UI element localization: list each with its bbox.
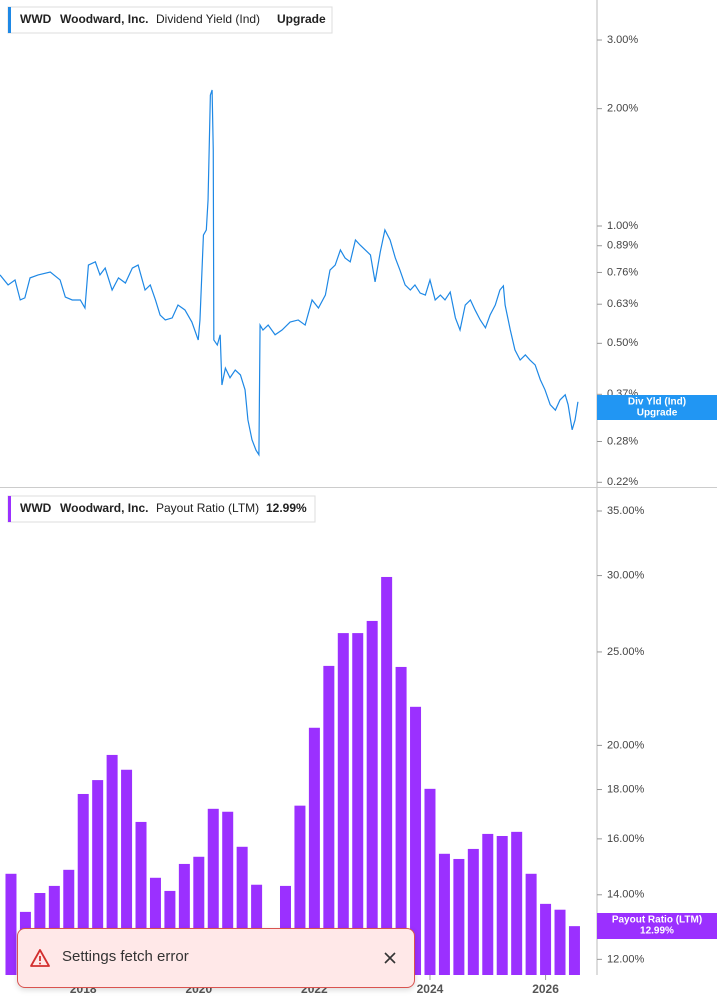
bar bbox=[193, 856, 205, 975]
y-tick-label: 0.28% bbox=[607, 435, 638, 447]
bar bbox=[149, 877, 161, 975]
bar bbox=[554, 909, 566, 975]
legend-swatch bbox=[8, 7, 11, 33]
axis-tag-value: Upgrade bbox=[637, 408, 678, 419]
y-tick-label: 30.00% bbox=[607, 569, 645, 581]
bar bbox=[352, 633, 364, 975]
line bbox=[0, 89, 579, 457]
bar bbox=[337, 633, 349, 975]
legend-company: Woodward, Inc. bbox=[60, 12, 148, 26]
bar bbox=[482, 833, 494, 975]
y-tick-label: 0.63% bbox=[607, 298, 638, 310]
y-tick-label: 2.00% bbox=[607, 103, 638, 115]
axis-tag-name: Div Yld (Ind) bbox=[628, 397, 686, 408]
legend-company: Woodward, Inc. bbox=[60, 501, 148, 515]
legend-metric: Payout Ratio (LTM) bbox=[156, 501, 259, 515]
y-tick-label: 20.00% bbox=[607, 739, 645, 751]
close-button[interactable] bbox=[382, 950, 398, 966]
legend-value: Upgrade bbox=[277, 12, 326, 26]
axis-tag bbox=[597, 913, 717, 939]
y-tick-label: 0.22% bbox=[607, 476, 638, 488]
y-tick-label: 12.00% bbox=[607, 953, 645, 965]
error-toast: Settings fetch error bbox=[17, 928, 415, 988]
bar bbox=[178, 863, 190, 975]
legend-ticker: WWD bbox=[20, 501, 52, 515]
y-tick-label: 0.89% bbox=[607, 240, 638, 252]
bar bbox=[222, 811, 234, 975]
bar bbox=[540, 903, 552, 975]
bar bbox=[236, 846, 248, 975]
bar bbox=[92, 780, 104, 975]
bar bbox=[410, 706, 422, 975]
y-tick-label: 14.00% bbox=[607, 889, 645, 901]
bar bbox=[496, 835, 508, 975]
bar bbox=[77, 793, 89, 975]
bar bbox=[5, 873, 17, 975]
bar bbox=[424, 788, 436, 975]
bar bbox=[135, 821, 147, 975]
y-tick-label: 0.76% bbox=[607, 266, 638, 278]
bar bbox=[395, 666, 407, 975]
y-tick-label: 3.00% bbox=[607, 34, 638, 46]
bar bbox=[381, 576, 393, 975]
legend-value: 12.99% bbox=[266, 501, 307, 515]
legend-box bbox=[7, 6, 333, 34]
y-tick-label: 1.00% bbox=[607, 220, 638, 232]
x-tick-label: 2024 bbox=[417, 982, 444, 996]
legend-ticker: WWD bbox=[20, 12, 52, 26]
y-tick-label: 0.50% bbox=[607, 337, 638, 349]
bar bbox=[207, 808, 219, 975]
y-tick-label: 25.00% bbox=[607, 646, 645, 658]
bar bbox=[63, 869, 75, 975]
bar bbox=[453, 858, 465, 975]
axis-tag-value: 12.99% bbox=[640, 926, 674, 937]
axis-tag-name: Payout Ratio (LTM) bbox=[612, 915, 702, 926]
legend-swatch bbox=[8, 496, 11, 522]
y-tick-label: 35.00% bbox=[607, 505, 645, 517]
bar bbox=[121, 769, 133, 975]
bar bbox=[366, 620, 378, 975]
y-tick-label: 18.00% bbox=[607, 783, 645, 795]
bar bbox=[323, 665, 335, 975]
x-tick-label: 2026 bbox=[532, 982, 559, 996]
bar bbox=[568, 926, 580, 975]
warning-icon bbox=[30, 949, 50, 967]
legend-box bbox=[7, 495, 316, 523]
bar bbox=[308, 727, 320, 975]
bar bbox=[294, 805, 306, 975]
toast-message: Settings fetch error bbox=[62, 948, 189, 965]
bar bbox=[467, 848, 479, 975]
y-tick-label: 16.00% bbox=[607, 833, 645, 845]
bar bbox=[511, 831, 523, 975]
legend-metric: Dividend Yield (Ind) bbox=[156, 12, 260, 26]
bar bbox=[525, 873, 537, 975]
bar bbox=[106, 754, 118, 975]
axis-tag bbox=[597, 395, 717, 420]
bar bbox=[438, 853, 450, 975]
